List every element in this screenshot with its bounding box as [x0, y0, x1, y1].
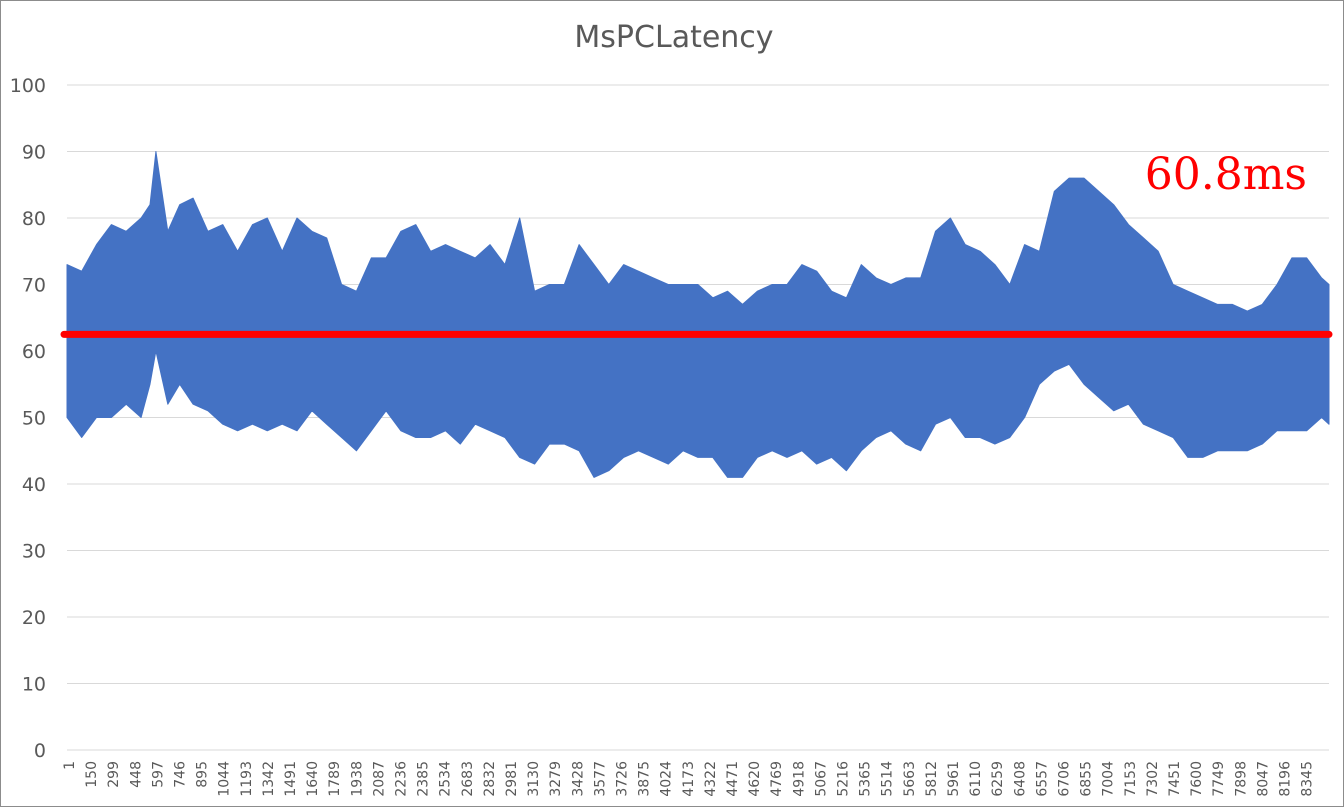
x-tick-label-3130: 3130 — [526, 761, 542, 797]
chart-title: MsPCLatency — [574, 20, 773, 55]
x-tick-label-7004: 7004 — [1101, 761, 1117, 797]
y-tick-label-30: 30 — [22, 541, 46, 563]
x-tick-label-299: 299 — [106, 761, 122, 788]
x-tick-label-6557: 6557 — [1034, 761, 1050, 797]
y-tick-label-10: 10 — [22, 674, 46, 696]
plot-area — [66, 151, 1330, 478]
x-tick-label-7153: 7153 — [1123, 761, 1139, 797]
x-tick-label-7600: 7600 — [1189, 761, 1205, 797]
x-tick-label-4769: 4769 — [769, 761, 785, 797]
x-axis: 1 150 299 448 597 746 895 1044 1193 1342 1491 1640 1… — [62, 749, 1329, 797]
x-tick-label-1342: 1342 — [261, 761, 277, 797]
x-tick-label-2087: 2087 — [371, 761, 387, 797]
y-axis: 0 10 20 30 40 50 60 70 80 90 100 — [10, 75, 46, 762]
x-tick-label-8047: 8047 — [1255, 761, 1271, 797]
x-tick-label-5663: 5663 — [902, 761, 918, 797]
x-tick-label-4322: 4322 — [703, 761, 719, 797]
x-tick-label-5067: 5067 — [813, 761, 829, 797]
y-tick-label-70: 70 — [22, 275, 46, 297]
y-tick-label-50: 50 — [22, 408, 46, 430]
x-tick-label-6408: 6408 — [1012, 761, 1028, 797]
x-tick-label-4471: 4471 — [725, 761, 741, 797]
x-tick-label-4620: 4620 — [747, 761, 763, 797]
x-tick-label-3428: 3428 — [570, 761, 586, 797]
y-tick-label-80: 80 — [22, 208, 46, 230]
x-tick-label-4918: 4918 — [791, 761, 807, 797]
x-tick-label-2534: 2534 — [438, 761, 454, 797]
x-tick-label-2832: 2832 — [482, 761, 498, 797]
x-tick-label-3279: 3279 — [548, 761, 564, 797]
x-tick-label-2236: 2236 — [394, 761, 410, 797]
x-tick-label-7898: 7898 — [1233, 761, 1249, 797]
x-tick-label-7749: 7749 — [1211, 761, 1227, 797]
x-tick-label-597: 597 — [150, 761, 166, 788]
x-tick-label-7302: 7302 — [1145, 761, 1161, 797]
x-tick-label-1938: 1938 — [349, 761, 365, 797]
x-tick-label-6855: 6855 — [1079, 761, 1095, 797]
x-tick-label-4024: 4024 — [659, 761, 675, 797]
x-tick-label-1491: 1491 — [283, 761, 299, 797]
x-tick-label-4173: 4173 — [681, 761, 697, 797]
x-tick-label-2683: 2683 — [460, 761, 476, 797]
x-tick-label-448: 448 — [128, 761, 144, 788]
x-tick-label-746: 746 — [173, 761, 189, 788]
x-tick-label-5514: 5514 — [880, 761, 896, 797]
x-tick-label-2981: 2981 — [504, 761, 520, 797]
x-tick-label-8196: 8196 — [1278, 761, 1294, 797]
x-tick-label-3875: 3875 — [637, 761, 653, 797]
x-tick-label-3726: 3726 — [615, 761, 631, 797]
x-tick-label-6706: 6706 — [1057, 761, 1073, 797]
x-tick-label-3577: 3577 — [592, 761, 608, 797]
y-tick-label-20: 20 — [22, 607, 46, 629]
average-annotation: 60.8ms — [1145, 149, 1307, 200]
x-tick-label-895: 895 — [195, 761, 211, 788]
x-tick-label-7451: 7451 — [1167, 761, 1183, 797]
y-tick-label-100: 100 — [10, 75, 46, 97]
x-tick-label-1193: 1193 — [239, 761, 255, 797]
x-tick-label-6110: 6110 — [968, 761, 984, 797]
y-tick-label-90: 90 — [22, 142, 46, 164]
x-tick-label-150: 150 — [84, 761, 100, 788]
x-tick-label-1: 1 — [62, 761, 78, 770]
x-tick-label-5365: 5365 — [858, 761, 874, 797]
x-tick-label-5961: 5961 — [946, 761, 962, 797]
x-tick-label-1640: 1640 — [305, 761, 321, 797]
x-tick-label-5812: 5812 — [924, 761, 940, 797]
y-tick-label-40: 40 — [22, 474, 46, 496]
x-tick-label-1789: 1789 — [327, 761, 343, 797]
y-tick-label-0: 0 — [34, 740, 46, 762]
series-area-0 — [66, 151, 1330, 478]
x-tick-label-5216: 5216 — [836, 761, 852, 797]
x-tick-label-6259: 6259 — [990, 761, 1006, 797]
x-tick-label-1044: 1044 — [217, 761, 233, 797]
x-tick-label-2385: 2385 — [416, 761, 432, 797]
y-tick-label-60: 60 — [22, 341, 46, 363]
x-tick-label-8345: 8345 — [1300, 761, 1316, 797]
